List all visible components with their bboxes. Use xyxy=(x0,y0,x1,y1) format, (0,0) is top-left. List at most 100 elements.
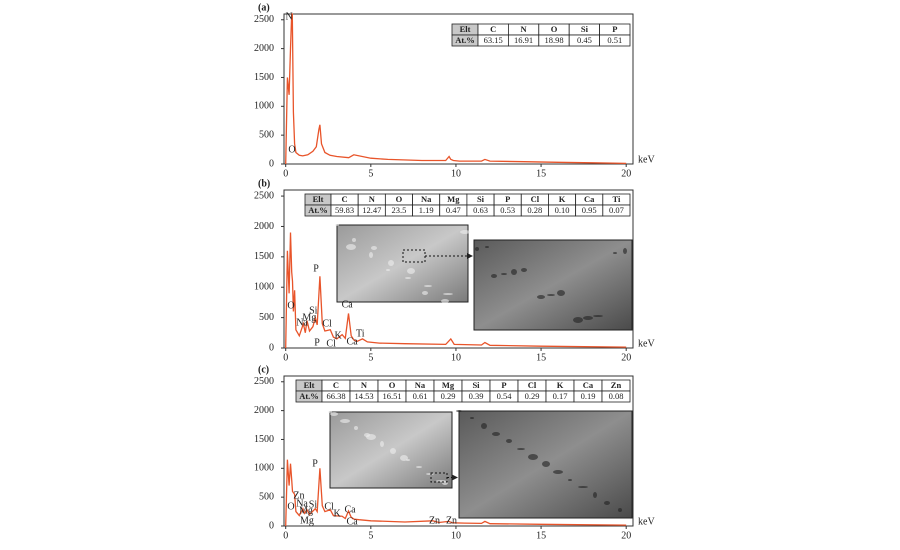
peak-label: Mg xyxy=(302,312,316,323)
sem-texture xyxy=(506,439,512,443)
y-tick-label: 2000 xyxy=(254,221,274,232)
table-text: Si xyxy=(581,24,589,34)
sem-texture xyxy=(340,419,350,423)
table-text: 0.08 xyxy=(609,391,624,401)
peak-label: Ca xyxy=(347,336,359,347)
sem-texture xyxy=(406,459,410,461)
spectrum-line xyxy=(285,232,627,349)
table-text: At.% xyxy=(299,391,319,401)
sem-texture xyxy=(583,316,593,320)
x-tick-label: 15 xyxy=(536,530,546,541)
peak-label: K xyxy=(333,508,341,519)
sem-texture xyxy=(593,315,603,317)
table-text: C xyxy=(490,24,496,34)
sem-texture xyxy=(346,244,356,250)
peak-label: Ca xyxy=(344,504,356,515)
table-text: Si xyxy=(472,380,480,390)
sem-texture xyxy=(400,455,408,461)
x-tick-label: 5 xyxy=(368,168,373,179)
table-text: Ti xyxy=(612,194,621,204)
table-text: 0.61 xyxy=(413,391,428,401)
sem-texture xyxy=(371,246,377,250)
sem-texture xyxy=(613,252,617,254)
table-text: Cl xyxy=(528,380,537,390)
sem-texture xyxy=(481,423,487,429)
table-text: At.% xyxy=(308,205,328,215)
sem-texture xyxy=(380,441,384,447)
table-text: N xyxy=(369,194,376,204)
table-text: 1.19 xyxy=(419,205,434,215)
peak-label: Zn xyxy=(429,515,440,526)
peak-label: Zn xyxy=(293,490,304,501)
table-cell xyxy=(599,34,631,47)
x-tick-label: 10 xyxy=(451,168,461,179)
peak-label: P xyxy=(313,263,319,274)
peak-label: Cl xyxy=(322,318,332,329)
sem-texture xyxy=(492,432,500,436)
sem-texture xyxy=(328,411,332,413)
sem-texture xyxy=(517,448,525,450)
sem-image xyxy=(336,224,469,303)
panel-label: (a) xyxy=(258,2,270,13)
x-tick-label: 0 xyxy=(283,352,288,363)
peak-label: N xyxy=(285,11,292,22)
table-text: 0.39 xyxy=(469,391,484,401)
x-tick-label: 20 xyxy=(621,352,631,363)
sem-texture xyxy=(568,479,572,481)
table-text: Ca xyxy=(584,194,595,204)
sem-texture xyxy=(470,417,474,419)
peak-label: P xyxy=(314,337,320,348)
table-text: 63.15 xyxy=(484,35,503,45)
table-text: P xyxy=(505,194,510,204)
table-text: Si xyxy=(477,194,485,204)
y-tick-label: 1000 xyxy=(254,101,274,112)
table-text: N xyxy=(521,24,528,34)
table-text: P xyxy=(501,380,506,390)
table-text: 66.38 xyxy=(326,391,345,401)
sem-texture xyxy=(511,269,517,275)
y-tick-label: 0 xyxy=(269,520,274,531)
peak-label: K xyxy=(335,330,343,341)
table-text: 14.53 xyxy=(354,391,373,401)
sem-texture xyxy=(407,268,415,274)
sem-texture xyxy=(366,434,376,440)
y-tick-label: 0 xyxy=(269,342,274,353)
sem-texture xyxy=(422,291,428,295)
table-text: O xyxy=(396,194,403,204)
y-tick-label: 2500 xyxy=(254,14,274,25)
table-text: K xyxy=(559,194,566,204)
sem-texture xyxy=(593,492,597,498)
sem-texture xyxy=(547,294,555,296)
y-tick-label: 1500 xyxy=(254,72,274,83)
x-axis-label: keV xyxy=(638,154,655,165)
y-tick-label: 1500 xyxy=(254,434,274,445)
table-text: At.% xyxy=(455,35,475,45)
sem-texture xyxy=(460,230,470,234)
sem-image xyxy=(473,239,633,331)
table-text: Mg xyxy=(447,194,460,204)
x-tick-label: 20 xyxy=(621,168,631,179)
peak-label: Ca xyxy=(342,299,354,310)
table-text: Cl xyxy=(531,194,540,204)
table-text: 18.98 xyxy=(544,35,563,45)
sem-texture xyxy=(352,238,356,242)
table-text: 23.5 xyxy=(392,205,407,215)
table-text: 0.07 xyxy=(609,205,624,215)
y-tick-label: 2500 xyxy=(254,376,274,387)
table-text: O xyxy=(551,24,558,34)
table-cell xyxy=(602,204,631,217)
x-axis-label: keV xyxy=(638,516,655,527)
table-text: 0.45 xyxy=(577,35,592,45)
sem-texture xyxy=(557,290,565,296)
sem-texture xyxy=(424,285,432,287)
x-tick-label: 0 xyxy=(283,530,288,541)
y-tick-label: 0 xyxy=(269,158,274,169)
sem-texture xyxy=(578,486,588,488)
table-text: C xyxy=(333,380,339,390)
y-tick-label: 500 xyxy=(259,312,274,323)
sem-texture xyxy=(528,454,538,460)
sem-texture xyxy=(456,410,462,412)
sem-texture xyxy=(623,248,627,254)
y-tick-label: 1500 xyxy=(254,251,274,262)
table-text: 0.19 xyxy=(581,391,596,401)
